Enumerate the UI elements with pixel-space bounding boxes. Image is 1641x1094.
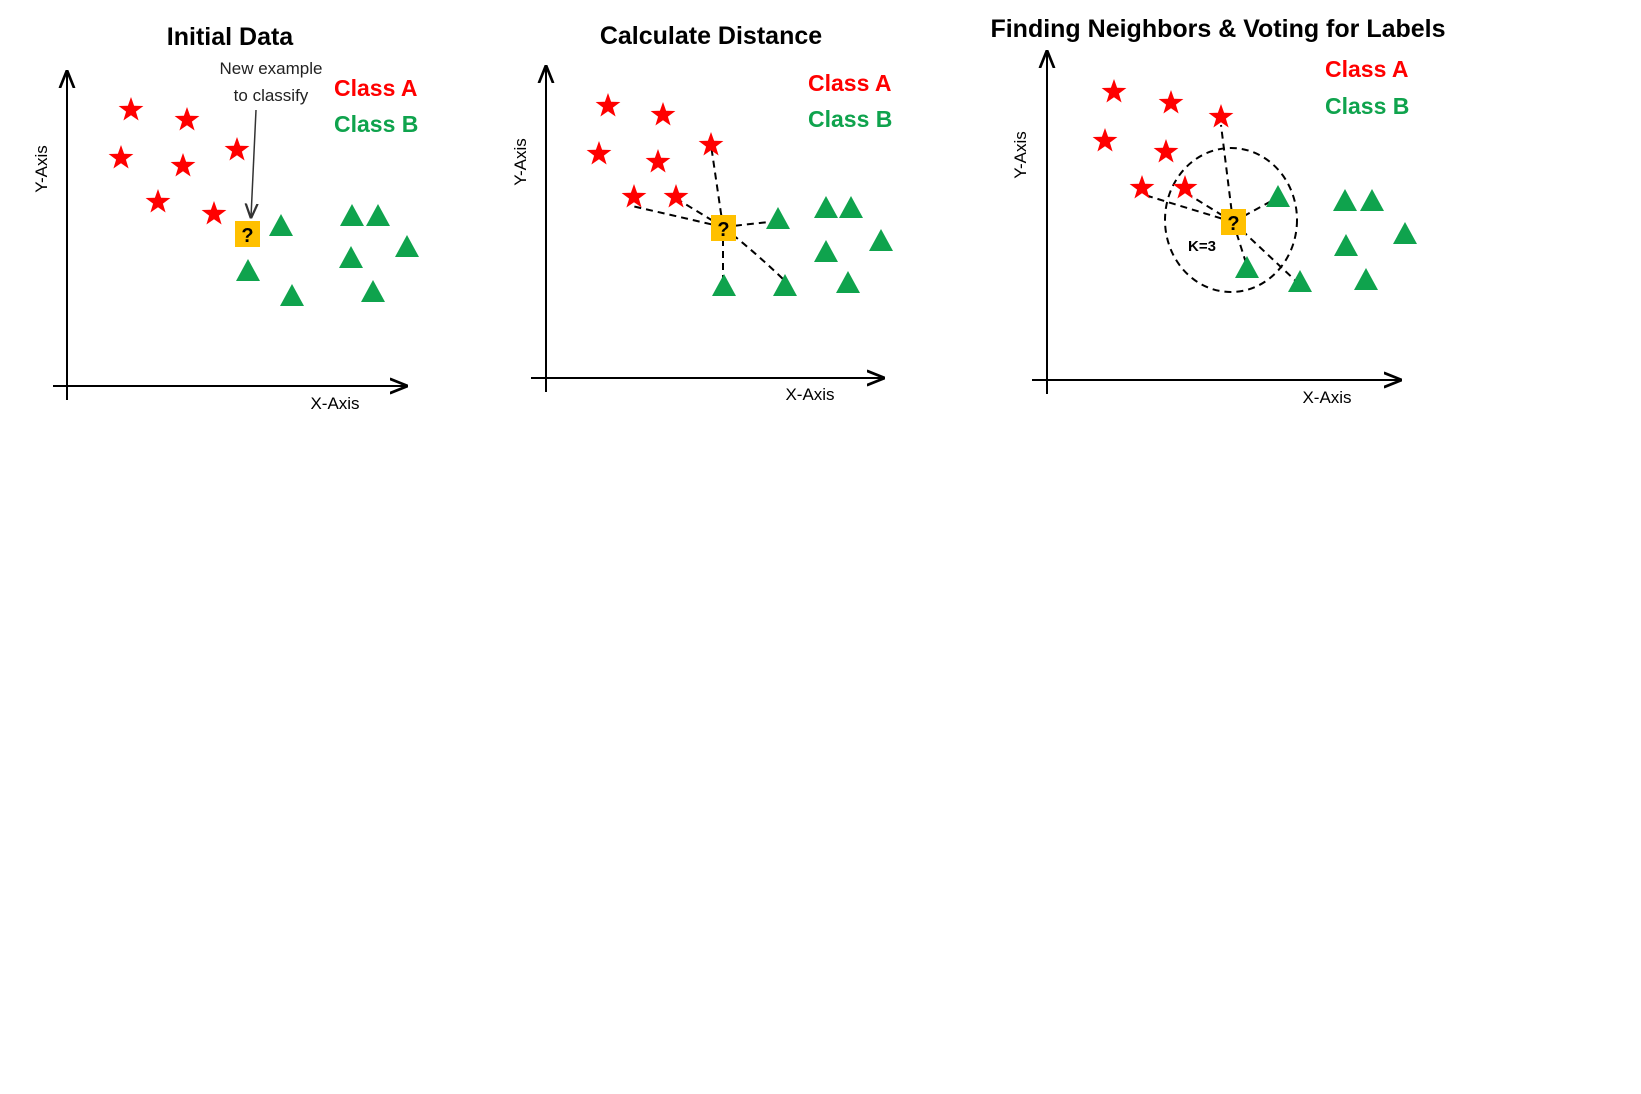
star-icon bbox=[1092, 128, 1118, 152]
annotation-arrow bbox=[251, 109, 256, 217]
y-axis-label: Y-Axis bbox=[1011, 131, 1030, 179]
legend-class-a: Class A bbox=[808, 70, 892, 96]
class-b-points bbox=[712, 196, 893, 296]
triangle-icon bbox=[839, 196, 863, 218]
axes bbox=[531, 67, 883, 392]
distance-line bbox=[631, 205, 724, 228]
star-icon bbox=[645, 149, 671, 173]
triangle-icon bbox=[361, 280, 385, 302]
star-icon bbox=[201, 201, 227, 225]
panel-title: Calculate Distance bbox=[600, 22, 822, 50]
axes bbox=[53, 72, 406, 400]
star-icon bbox=[174, 107, 200, 131]
query-point: ? bbox=[235, 221, 260, 247]
triangle-icon bbox=[1266, 185, 1290, 207]
triangle-icon bbox=[395, 235, 419, 257]
triangle-icon bbox=[236, 259, 260, 281]
triangle-icon bbox=[766, 207, 790, 229]
triangle-icon bbox=[1333, 189, 1357, 211]
star-icon bbox=[1129, 175, 1155, 199]
star-icon bbox=[1172, 175, 1198, 199]
annotation-line-2: to classify bbox=[234, 86, 309, 105]
query-label: ? bbox=[717, 219, 729, 241]
triangle-icon bbox=[1334, 234, 1358, 256]
legend-class-b: Class B bbox=[808, 106, 892, 132]
star-icon bbox=[1158, 90, 1184, 114]
panel-finding-neighbors: Finding Neighbors & Voting for Labels X-… bbox=[990, 15, 1445, 407]
class-a-points bbox=[108, 97, 250, 225]
triangle-icon bbox=[1393, 222, 1417, 244]
panel-initial-data: Initial Data X-Axis Y-Axis Class A Class… bbox=[32, 23, 419, 413]
triangle-icon bbox=[269, 214, 293, 236]
class-b-points bbox=[236, 204, 419, 306]
question-box-icon bbox=[235, 221, 260, 247]
class-a-points bbox=[586, 93, 724, 208]
y-axis-label: Y-Axis bbox=[32, 145, 51, 193]
star-icon bbox=[1208, 104, 1234, 128]
distance-line bbox=[710, 144, 724, 228]
query-label: ? bbox=[1227, 213, 1239, 235]
panel-title: Finding Neighbors & Voting for Labels bbox=[990, 15, 1445, 43]
star-icon bbox=[621, 184, 647, 208]
star-icon bbox=[595, 93, 621, 117]
k-label: K=3 bbox=[1188, 238, 1216, 255]
triangle-icon bbox=[1288, 270, 1312, 292]
star-icon bbox=[586, 141, 612, 165]
star-icon bbox=[170, 153, 196, 177]
star-icon bbox=[1101, 79, 1127, 103]
question-box-icon bbox=[711, 215, 736, 241]
triangle-icon bbox=[280, 284, 304, 306]
legend-class-b: Class B bbox=[334, 111, 418, 137]
triangle-icon bbox=[1235, 256, 1259, 278]
triangle-icon bbox=[339, 246, 363, 268]
triangle-icon bbox=[1354, 268, 1378, 290]
class-b-points bbox=[1235, 185, 1417, 292]
triangle-icon bbox=[340, 204, 364, 226]
y-axis-label: Y-Axis bbox=[511, 138, 530, 186]
triangle-icon bbox=[814, 240, 838, 262]
star-icon bbox=[698, 132, 724, 156]
star-icon bbox=[108, 145, 134, 169]
distance-line bbox=[1190, 195, 1234, 223]
triangle-icon bbox=[366, 204, 390, 226]
distance-line bbox=[722, 226, 785, 281]
triangle-icon bbox=[1360, 189, 1384, 211]
star-icon bbox=[118, 97, 144, 121]
star-icon bbox=[145, 189, 171, 213]
query-point: ? bbox=[1221, 209, 1246, 235]
x-axis-label: X-Axis bbox=[1302, 388, 1351, 407]
distance-line bbox=[722, 220, 779, 228]
annotation-line-1: New example bbox=[220, 59, 323, 78]
star-icon bbox=[224, 137, 250, 161]
x-axis-label: X-Axis bbox=[310, 394, 359, 413]
distance-line bbox=[1147, 195, 1234, 223]
distance-line bbox=[1232, 221, 1248, 267]
k-neighborhood-circle bbox=[1164, 147, 1298, 293]
star-icon bbox=[1153, 139, 1179, 163]
legend-class-b: Class B bbox=[1325, 93, 1409, 119]
triangle-icon bbox=[836, 271, 860, 293]
panel-title: Initial Data bbox=[167, 23, 295, 51]
class-a-points bbox=[1092, 79, 1234, 199]
triangle-icon bbox=[869, 229, 893, 251]
panel-calculate-distance: Calculate Distance X-Axis Y-Axis Class A… bbox=[511, 22, 893, 404]
query-point: ? bbox=[711, 215, 736, 241]
x-axis-label: X-Axis bbox=[785, 385, 834, 404]
legend-class-a: Class A bbox=[1325, 56, 1409, 82]
triangle-icon bbox=[814, 196, 838, 218]
question-box-icon bbox=[1221, 209, 1246, 235]
triangle-icon bbox=[712, 274, 736, 296]
star-icon bbox=[663, 184, 689, 208]
distance-line bbox=[1220, 124, 1234, 223]
legend-class-a: Class A bbox=[334, 75, 418, 101]
axes bbox=[1032, 52, 1400, 394]
triangle-icon bbox=[773, 274, 797, 296]
query-label: ? bbox=[241, 225, 253, 247]
star-icon bbox=[650, 102, 676, 126]
